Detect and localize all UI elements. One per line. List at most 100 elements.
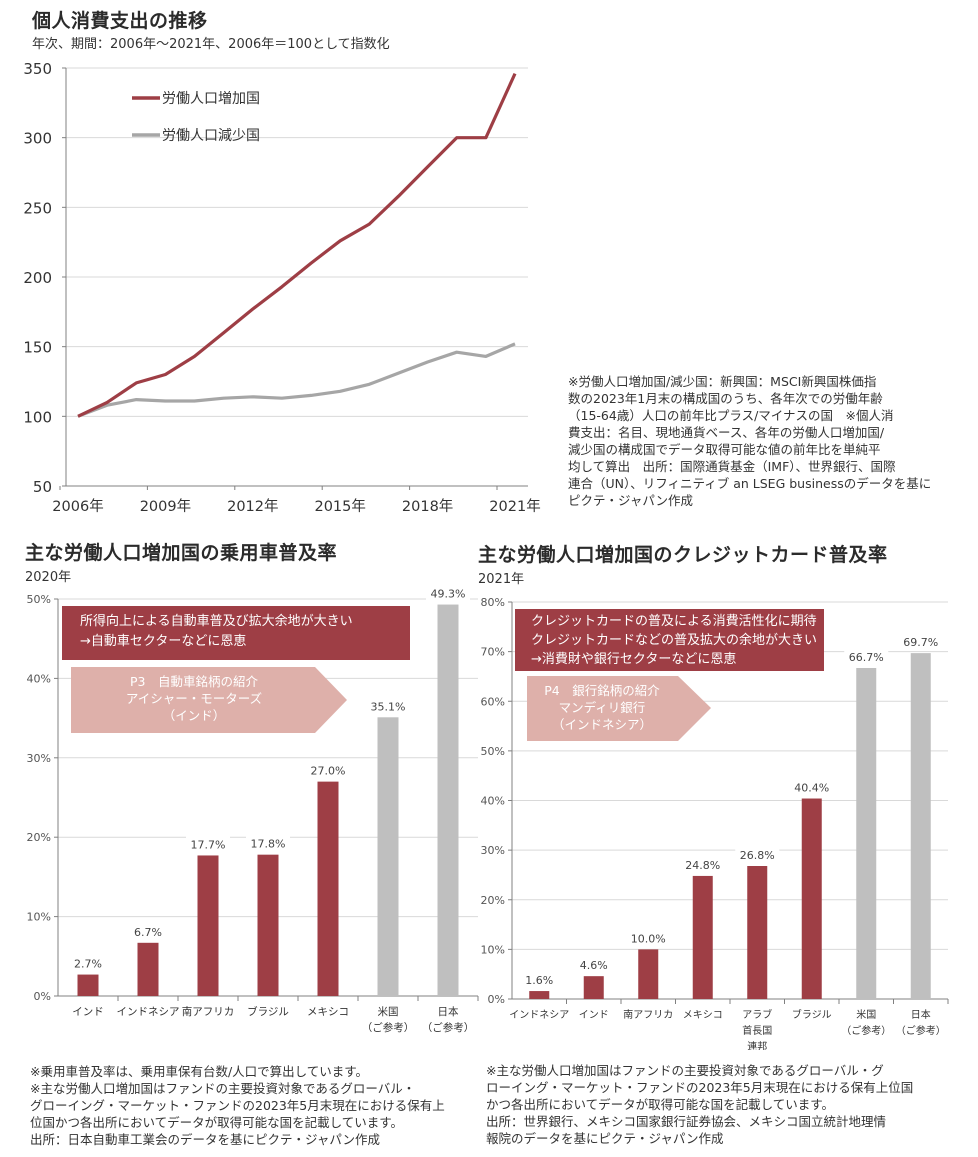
callout-line: →自動車セクターなどに恩恵 (80, 634, 247, 649)
y-tick-label: 70% (481, 646, 505, 659)
category-label: （ご参考） (896, 1024, 946, 1037)
value-label: 24.8% (685, 859, 720, 872)
value-label-bg (517, 972, 562, 988)
credit-chart-title: 主な労働人口増加国のクレジットカード普及率 (478, 544, 888, 566)
y-tick-label: 30% (27, 752, 51, 765)
category-label: インドネシア (117, 1006, 180, 1018)
category-label: 南アフリカ (623, 1008, 673, 1021)
credit-chart-note: ※主な労働人口増加国はファンドの主要投資対象であるグローバル・グ ローイング・マ… (486, 1062, 913, 1147)
x-tick-label: 2009年 (140, 498, 191, 515)
value-label-bg (426, 585, 470, 601)
bar (77, 974, 99, 996)
value-label-bg (306, 762, 350, 778)
value-label-bg (186, 836, 230, 852)
value-label: 4.6% (580, 959, 608, 972)
legend-label: 労働人口減少国 (162, 127, 260, 144)
bar (137, 942, 159, 996)
category-label: （ご参考） (422, 1021, 475, 1034)
category-label: ブラジル (247, 1005, 289, 1018)
callout-line: 所得向上による自動車普及び拡大余地が大きい (80, 614, 353, 629)
category-label: （ご参考） (841, 1024, 891, 1037)
value-label: 27.0% (311, 765, 346, 778)
series-line-increase (77, 72, 517, 418)
callout-line: クレジットカードなどの普及拡大の余地が大きい (531, 633, 818, 648)
y-tick-label: 80% (481, 596, 505, 609)
arrow-shape-icon (71, 667, 347, 733)
line-chart-title: 個人消費支出の推移 (32, 10, 208, 32)
line-chart: 50 100 150 200 250 300 350 2006年 2009年 2012年 2015年… (23, 60, 540, 515)
value-label: 40.4% (794, 782, 829, 795)
note-line: 出所：日本自動車工業会のデータを基にピクテ・ジャパン作成 (30, 1132, 381, 1147)
car-stock-link-arrow[interactable]: P3 自動車銘柄の紹介 アイシャー・モーターズ （インド） (71, 667, 347, 733)
note-line: ※主な労働人口増加国はファンドの主要投資対象であるグローバル・グ (486, 1063, 884, 1078)
car-chart-note: ※乗用車普及率は、乗用車保有台数/人口で算出しています。 ※主な労働人口増加国は… (30, 1063, 445, 1148)
y-tick-label: 100 (23, 408, 52, 426)
category-label: 日本 (911, 1008, 931, 1021)
bar (257, 854, 279, 996)
value-label-bg (735, 847, 780, 863)
y-tick-label: 40% (27, 672, 51, 685)
category-label: 米国 (856, 1008, 876, 1021)
value-label: 69.7% (903, 636, 938, 649)
bar (692, 875, 713, 999)
y-tick-label: 200 (23, 269, 52, 287)
x-tick-label: 2018年 (402, 498, 453, 515)
value-label-bg (680, 856, 725, 872)
category-label: メキシコ (683, 1010, 723, 1021)
category-label: メキシコ (307, 1006, 349, 1018)
y-tick-label: 20% (481, 894, 505, 907)
x-tick-label: 2015年 (314, 498, 365, 515)
category-label: ブラジル (792, 1008, 832, 1021)
category-label: 日本 (438, 1005, 459, 1018)
value-label: 35.1% (371, 700, 406, 713)
arrow-line: （インド） (162, 708, 226, 723)
category-label: インド (72, 1006, 104, 1018)
credit-stock-link-arrow[interactable]: P4 銀行銘柄の紹介 マンディリ銀行 （インドネシア） (527, 676, 711, 741)
bar (747, 866, 768, 999)
y-tick-label: 10% (27, 911, 51, 924)
series-line-decrease (77, 342, 516, 418)
value-label-bg (66, 955, 110, 971)
y-tick-label: 50% (481, 745, 505, 758)
arrow-line: マンディリ銀行 (558, 700, 646, 715)
bar (910, 653, 931, 999)
category-label: 南アフリカ (182, 1005, 235, 1018)
value-label: 26.8% (740, 849, 775, 862)
category-label: （ご参考） (362, 1021, 415, 1034)
y-tick-label: 150 (23, 339, 52, 357)
bar (377, 717, 399, 996)
value-label-bg (126, 923, 170, 939)
car-bar-chart: 0% 10% 20% 30% 40% 50% 2.7% インド 6.7% インドネシア 17.7% 南… (27, 585, 479, 1034)
y-tick-label: 250 (23, 199, 52, 217)
credit-chart-subtitle: 2021年 (478, 572, 525, 587)
y-tick-label: 350 (23, 60, 52, 78)
legend-label: 労働人口増加国 (162, 91, 260, 107)
note-line: 減少国の構成国でデータ取得可能な値の前年比を単純平 (568, 442, 881, 457)
bar (197, 855, 219, 996)
car-chart-title: 主な労働人口増加国の乗用車普及率 (25, 542, 338, 564)
category-label: インド (579, 1010, 609, 1021)
note-line: 出所：世界銀行、メキシコ国家銀行証券協会、メキシコ国立統計地理情 (486, 1114, 887, 1129)
line-chart-note: ※労働人口増加国/減少国：新興国：MSCI新興国株価指 数の2023年1月末の構… (568, 373, 931, 509)
category-label: 連邦 (747, 1040, 767, 1050)
value-label: 66.7% (849, 651, 884, 664)
note-line: かつ各出所においてデータが取得可能な国を記載しています。 (486, 1097, 835, 1112)
value-label-bg (246, 835, 290, 851)
bar (529, 991, 550, 999)
value-label-bg (626, 930, 671, 946)
value-label-bg (844, 649, 889, 665)
car-chart-subtitle: 2020年 (25, 570, 72, 585)
note-line: （15-64歳）人口の前年比プラス/マイナスの国 ※個人消 (568, 408, 894, 423)
note-line: ローイング・マーケット・ファンドの2023年5月末現在における保有上位国 (486, 1080, 914, 1095)
bar (437, 604, 459, 996)
value-label: 49.3% (431, 588, 466, 601)
y-tick-label: 0% (488, 993, 505, 1006)
bar (583, 976, 604, 999)
arrow-line: P4 銀行銘柄の紹介 (544, 683, 660, 698)
value-label: 10.0% (631, 932, 666, 945)
line-chart-subtitle: 年次、期間：2006年～2021年、2006年＝100として指数化 (32, 37, 390, 52)
y-tick-label: 60% (481, 695, 505, 708)
callout-line: →消費財や銀行セクターなどに恩恵 (531, 652, 737, 667)
note-line: グローイング・マーケット・ファンドの2023年5月末現在における保有上 (30, 1098, 445, 1113)
y-tick-label: 50% (27, 593, 51, 606)
